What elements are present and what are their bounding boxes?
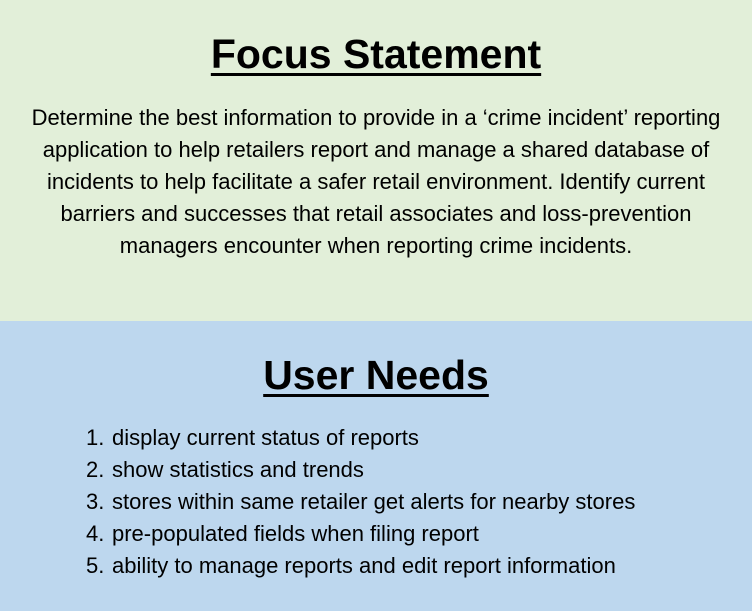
user-need-item: 3. stores within same retailer get alerts… [86, 486, 635, 518]
user-need-text: show statistics and trends [112, 457, 364, 482]
user-need-number: 2. [86, 457, 105, 482]
user-need-text: stores within same retailer get alerts f… [112, 489, 636, 514]
user-needs-title: User Needs [263, 352, 489, 398]
focus-statement-title: Focus Statement [210, 31, 542, 77]
user-need-item: 5. ability to manage reports and edit rep… [86, 550, 635, 582]
user-need-item: 4. pre-populated fields when filing repor… [86, 518, 635, 550]
user-need-text: ability to manage reports and edit repor… [112, 553, 616, 578]
user-needs-list: 1. display current status of reports 2. sh… [86, 422, 635, 582]
user-need-number: 4. [86, 521, 105, 546]
user-needs-section: User Needs 1. display current status of r… [0, 321, 752, 611]
user-need-item: 2. show statistics and trends [86, 454, 635, 486]
user-need-number: 3. [86, 489, 105, 514]
user-need-number: 5. [86, 553, 105, 578]
focus-statement-section: Focus Statement Determine the best infor… [0, 0, 752, 321]
user-need-text: display current status of reports [112, 425, 419, 450]
user-need-item: 1. display current status of reports [86, 422, 635, 454]
focus-statement-text: Determine the best information to provid… [31, 105, 721, 258]
user-need-text: pre-populated fields when filing report [112, 521, 479, 546]
user-need-number: 1. [86, 425, 105, 450]
